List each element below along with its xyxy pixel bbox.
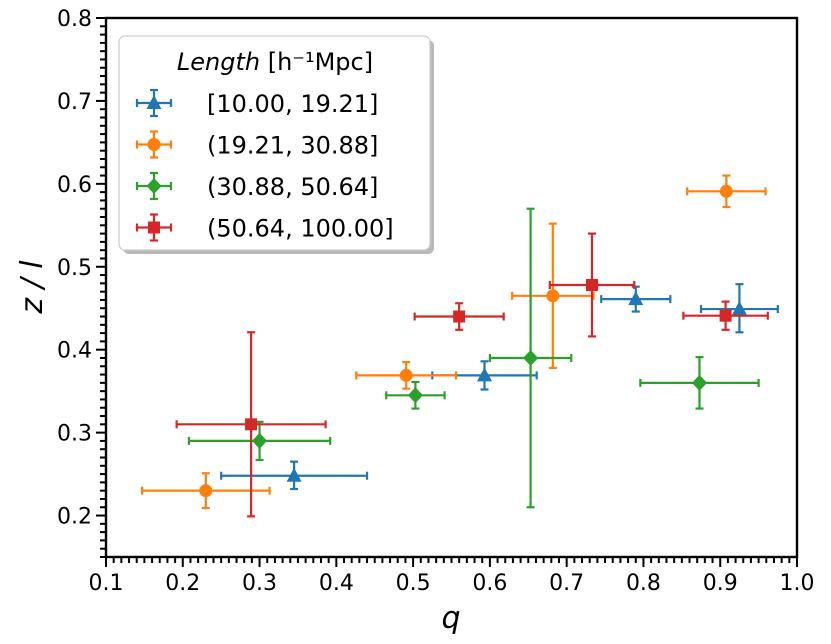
x-tick-label: 1.0 [780, 571, 815, 596]
legend-entry: (30.88, 50.64] [135, 171, 378, 201]
data-point [477, 367, 493, 382]
data-point [586, 279, 599, 292]
y-tick-label: 0.5 [57, 256, 92, 281]
data-point [453, 310, 466, 323]
series-3 [187, 207, 760, 509]
legend-marker [148, 221, 160, 234]
series-4 [175, 232, 769, 518]
y-tick-label: 0.8 [57, 7, 92, 32]
y-tick-label: 0.3 [57, 422, 92, 447]
legend-label: (30.88, 50.64] [207, 173, 378, 201]
data-point [199, 484, 213, 498]
data-point [252, 432, 268, 449]
y-tick-label: 0.4 [57, 339, 92, 364]
legend-marker [147, 138, 161, 151]
x-axis-label: q [441, 601, 460, 636]
data-point [286, 467, 302, 482]
data-series [140, 174, 779, 518]
legend-title: Length [h⁻¹Mpc] [177, 48, 373, 76]
legend-title-unit: [h⁻¹Mpc] [260, 48, 373, 76]
data-point [407, 387, 423, 404]
legend-entries: [10.00, 19.21] (19.21, 30.88] (30.88, 50.6… [135, 88, 394, 243]
legend-title-italic: Length [177, 48, 260, 76]
legend-marker [146, 178, 162, 194]
x-tick-label: 0.4 [319, 571, 354, 596]
y-axis-label: z / l [15, 260, 50, 315]
x-tick-label: 0.6 [472, 571, 507, 596]
x-tick-label: 0.8 [626, 571, 661, 596]
legend: Length [h⁻¹Mpc] [10.00, 19.21] (19.21, 30… [118, 35, 434, 254]
data-point [628, 291, 644, 306]
data-point [523, 349, 539, 366]
legend-marker [146, 95, 162, 109]
legend-box [118, 35, 431, 251]
y-tick-label: 0.6 [57, 173, 92, 198]
data-point [691, 374, 707, 391]
legend-label: (19.21, 30.88] [207, 132, 378, 160]
series-2 [140, 174, 767, 510]
plot-frame [104, 16, 799, 559]
y-tick-label: 0.7 [57, 90, 92, 115]
x-tick-label: 0.2 [165, 571, 200, 596]
legend-label: (50.64, 100.00] [207, 215, 394, 243]
x-tick-label: 0.5 [396, 571, 431, 596]
x-tick-label: 0.1 [89, 571, 124, 596]
data-point [245, 418, 258, 431]
data-point [719, 184, 733, 198]
data-point [719, 309, 732, 322]
data-point [546, 289, 560, 303]
legend-entry: (19.21, 30.88] [135, 130, 378, 160]
x-tick-label: 0.7 [549, 571, 584, 596]
x-tick-label: 0.3 [242, 571, 277, 596]
x-tick-label: 0.9 [703, 571, 738, 596]
legend-entry: [10.00, 19.21] [135, 88, 378, 118]
data-point [731, 301, 747, 316]
legend-label: [10.00, 19.21] [207, 90, 378, 118]
legend-entry: (50.64, 100.00] [135, 213, 394, 243]
y-tick-label: 0.2 [57, 505, 92, 530]
data-point [399, 368, 413, 382]
